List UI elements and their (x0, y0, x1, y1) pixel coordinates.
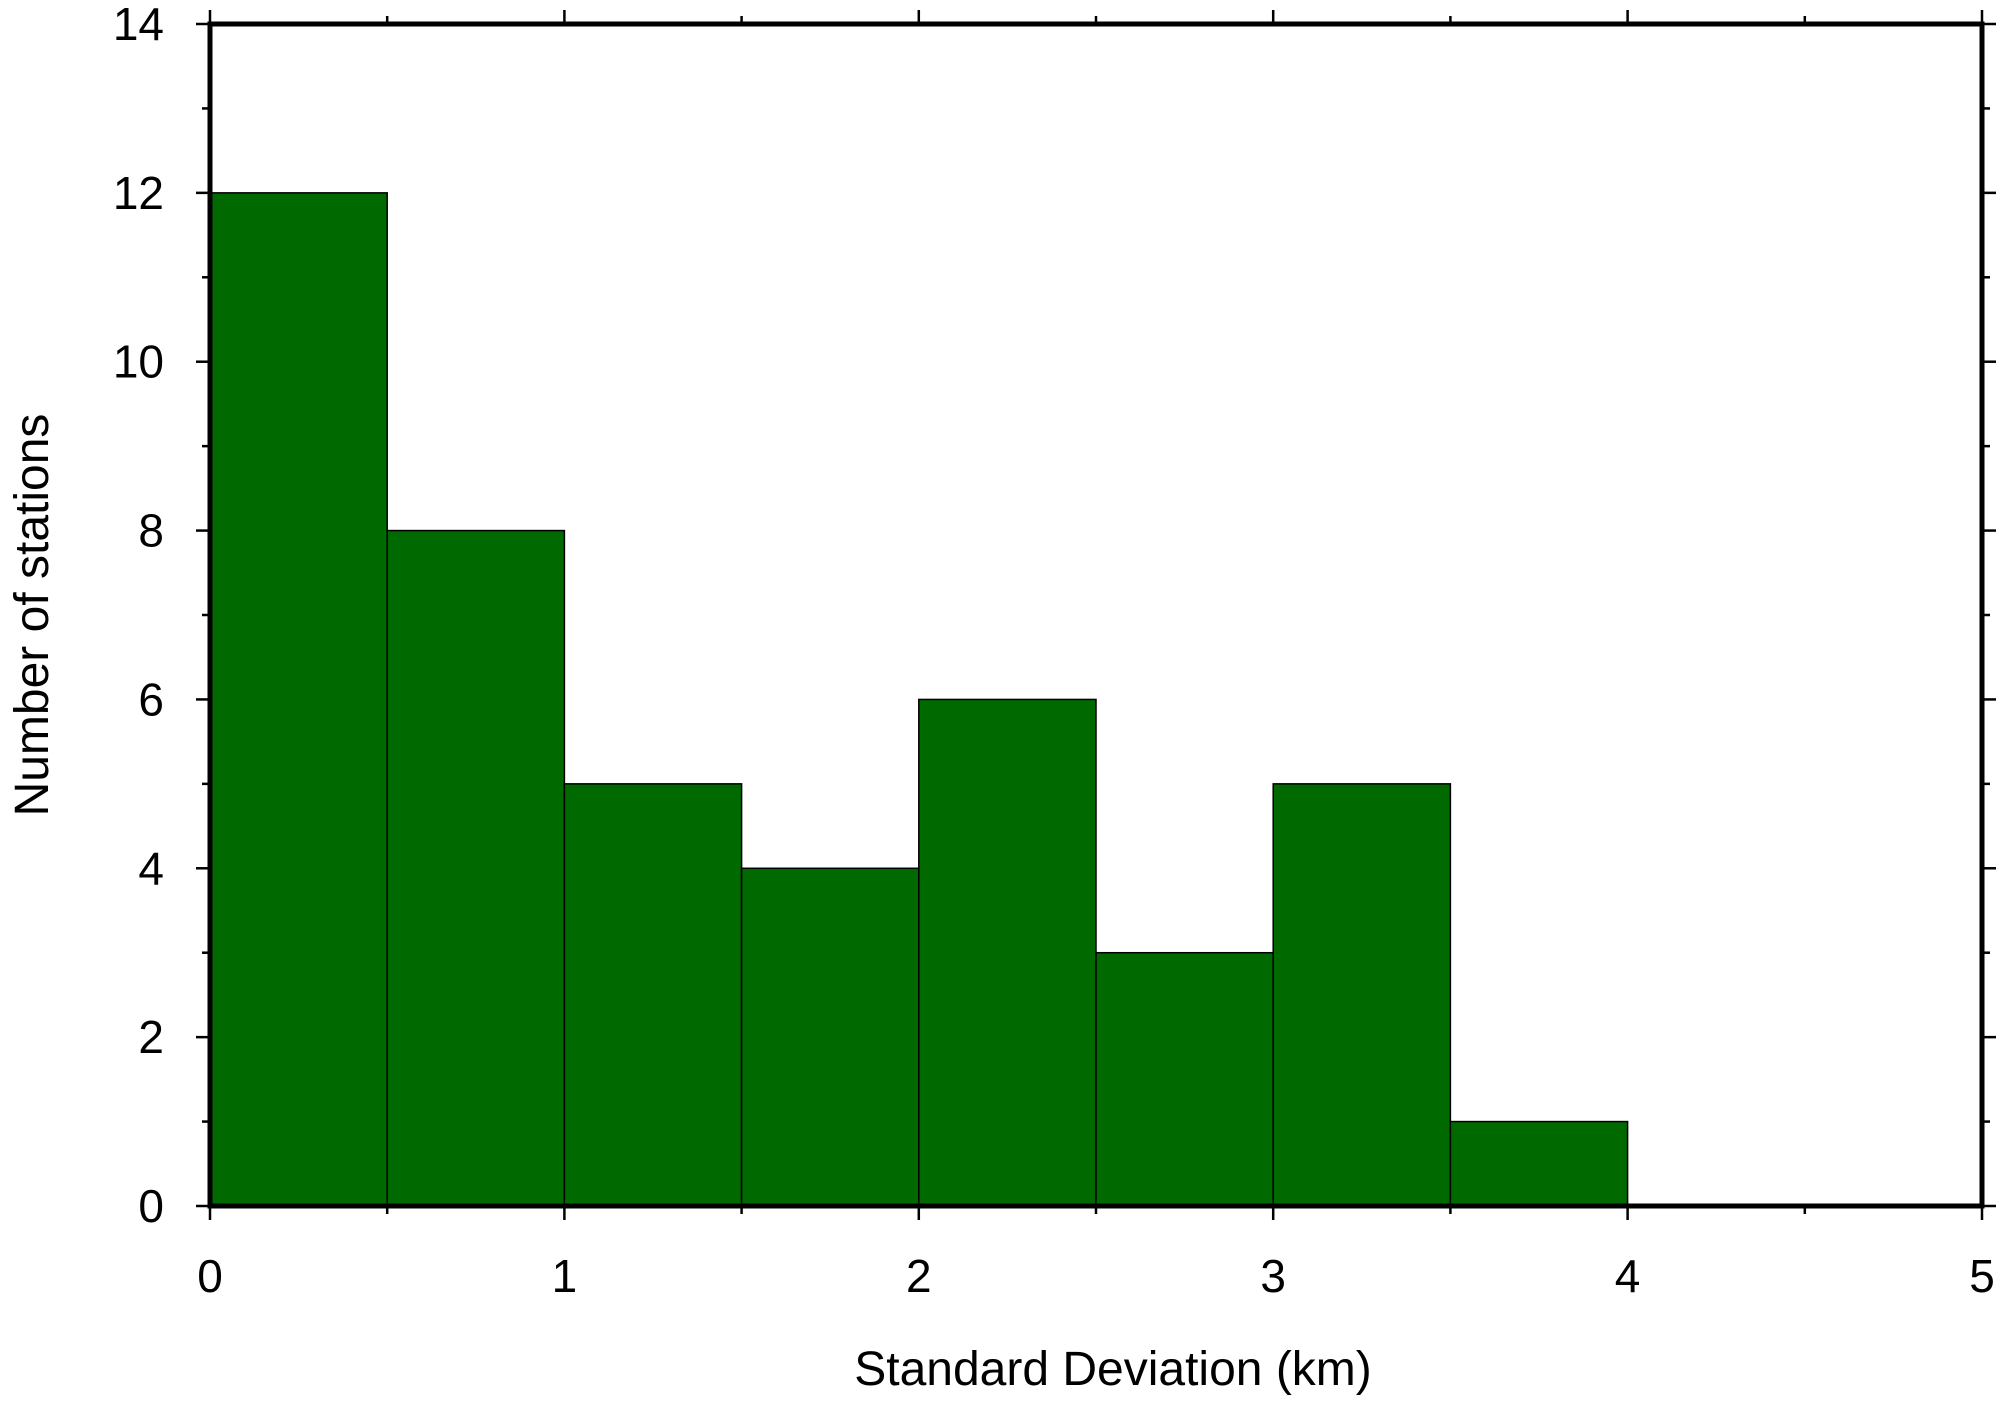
histogram-bar-0 (209, 192, 388, 1207)
histogram-bar-5 (1095, 951, 1274, 1207)
plot-frame (207, 21, 1985, 1209)
y-tick-label-4: 8 (138, 505, 164, 557)
histogram-bar-4 (918, 698, 1097, 1207)
y-tick-label-3: 6 (138, 673, 164, 725)
y-tick-label-5: 10 (113, 336, 164, 388)
x-tick-label-4: 4 (1615, 1250, 1641, 1302)
histogram-bar-2 (563, 783, 743, 1207)
x-axis-label: Standard Deviation (km) (854, 1343, 1372, 1396)
x-tick-label-3: 3 (1260, 1250, 1286, 1302)
histogram-bar-6 (1272, 783, 1452, 1207)
histogram-bar-7 (1449, 1120, 1629, 1207)
histogram-bar-1 (386, 529, 566, 1207)
histogram-bar-3 (740, 867, 920, 1207)
bars-layer (209, 192, 1629, 1207)
y-tick-label-6: 12 (113, 167, 164, 219)
y-tick-label-2: 4 (138, 842, 164, 894)
x-tick-label-1: 1 (552, 1250, 578, 1302)
x-tick-label-5: 5 (1969, 1250, 1995, 1302)
y-axis-label: Number of stations (6, 414, 59, 817)
y-tick-label-1: 2 (138, 1011, 164, 1063)
y-tick-label-7: 14 (113, 0, 164, 50)
x-tick-label-0: 0 (197, 1250, 223, 1302)
x-tick-label-2: 2 (906, 1250, 932, 1302)
y-tick-label-0: 0 (138, 1180, 164, 1232)
